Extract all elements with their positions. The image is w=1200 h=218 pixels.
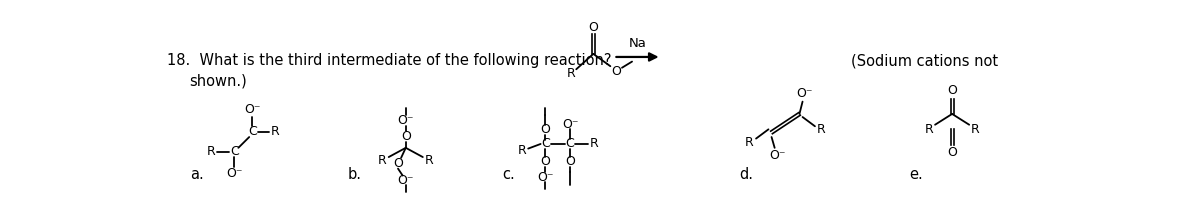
Text: O: O (540, 155, 550, 168)
Text: R: R (971, 123, 979, 136)
Text: O⁻: O⁻ (397, 114, 414, 127)
Text: O⁻: O⁻ (797, 87, 814, 100)
Text: O⁻: O⁻ (562, 118, 578, 131)
Text: O: O (612, 65, 622, 78)
Text: R: R (378, 154, 386, 167)
Text: R: R (745, 136, 754, 149)
Text: d.: d. (739, 167, 754, 182)
Text: C: C (248, 125, 257, 138)
Text: (Sodium cations not: (Sodium cations not (851, 53, 998, 68)
Text: C: C (230, 145, 239, 158)
Text: Na: Na (629, 37, 647, 50)
Text: R: R (589, 138, 599, 150)
Text: O⁻: O⁻ (397, 174, 414, 187)
Text: R: R (206, 145, 216, 158)
Text: O: O (401, 130, 410, 143)
Text: O⁻: O⁻ (244, 103, 260, 116)
Text: 18.  What is the third intermediate of the following reaction?: 18. What is the third intermediate of th… (167, 53, 612, 68)
Text: b.: b. (348, 167, 361, 182)
Text: c.: c. (503, 167, 515, 182)
Text: R: R (924, 123, 934, 136)
Text: O⁻: O⁻ (538, 170, 553, 184)
Text: a.: a. (191, 167, 204, 182)
Text: O: O (947, 146, 958, 159)
Text: O⁻: O⁻ (227, 167, 242, 180)
Text: O: O (588, 21, 599, 34)
Text: R: R (566, 67, 575, 80)
Text: C: C (541, 138, 550, 150)
Text: O: O (565, 155, 575, 168)
Text: shown.): shown.) (188, 73, 246, 88)
Text: O: O (394, 157, 403, 170)
Text: e.: e. (910, 167, 923, 182)
Text: R: R (817, 123, 826, 136)
Text: O: O (947, 84, 958, 97)
Text: R: R (425, 154, 433, 167)
Text: O: O (540, 123, 550, 136)
Text: R: R (517, 144, 527, 157)
Text: C: C (565, 138, 575, 150)
Text: O⁻: O⁻ (769, 149, 786, 162)
Text: R: R (271, 125, 280, 138)
